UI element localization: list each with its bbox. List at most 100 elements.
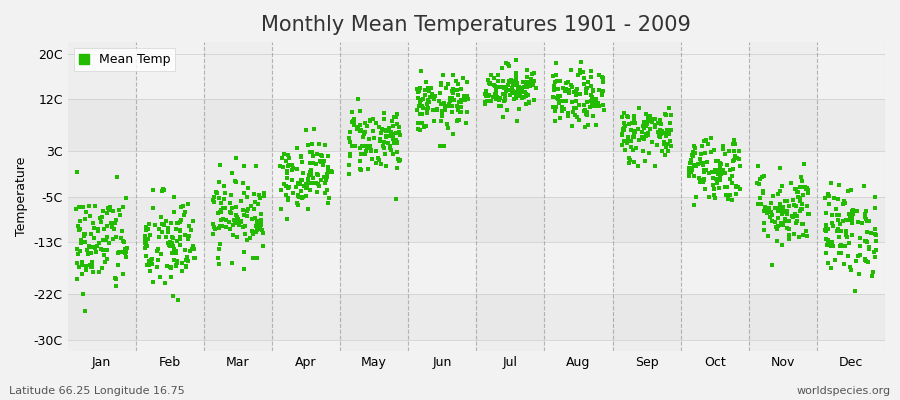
Point bbox=[758, 204, 772, 210]
Point bbox=[632, 136, 646, 143]
Point bbox=[822, 237, 836, 244]
Point bbox=[109, 276, 123, 283]
Point bbox=[770, 191, 785, 197]
Point bbox=[502, 78, 517, 84]
Point bbox=[586, 113, 600, 120]
Point bbox=[837, 261, 851, 267]
Point bbox=[437, 104, 452, 111]
Point bbox=[451, 117, 465, 123]
Point bbox=[415, 103, 429, 110]
Point bbox=[503, 92, 517, 98]
Point bbox=[165, 240, 179, 246]
Point bbox=[166, 257, 181, 263]
Point bbox=[290, 145, 304, 151]
Point bbox=[579, 90, 593, 96]
Point bbox=[169, 260, 184, 266]
Point bbox=[685, 152, 699, 158]
Point bbox=[640, 121, 654, 127]
Point bbox=[310, 151, 325, 157]
Point bbox=[653, 130, 668, 137]
Point bbox=[392, 124, 407, 130]
Point bbox=[512, 84, 526, 90]
Point bbox=[801, 211, 815, 218]
Point bbox=[658, 152, 672, 158]
Point bbox=[660, 127, 674, 134]
Point bbox=[427, 118, 441, 125]
Point bbox=[319, 190, 333, 196]
Point bbox=[94, 219, 109, 226]
Point bbox=[109, 282, 123, 289]
Point bbox=[616, 126, 631, 132]
Point bbox=[635, 135, 650, 141]
Point bbox=[377, 110, 392, 116]
Point bbox=[556, 97, 571, 104]
Point bbox=[566, 108, 580, 115]
Point bbox=[140, 242, 154, 249]
Point bbox=[836, 243, 850, 249]
Point bbox=[773, 187, 788, 194]
Point bbox=[87, 203, 102, 210]
Point bbox=[231, 220, 246, 226]
Point bbox=[585, 94, 599, 100]
Point bbox=[631, 163, 645, 170]
Point bbox=[345, 119, 359, 125]
Point bbox=[95, 247, 110, 253]
Point bbox=[146, 187, 160, 194]
Point bbox=[391, 139, 405, 146]
Point bbox=[281, 163, 295, 169]
Bar bbox=[68, 42, 136, 351]
Point bbox=[382, 142, 397, 149]
Point bbox=[155, 221, 169, 228]
Point bbox=[284, 177, 299, 183]
Point bbox=[562, 90, 576, 96]
Point bbox=[106, 208, 121, 214]
Point bbox=[725, 140, 740, 147]
Point bbox=[775, 208, 789, 214]
Point bbox=[728, 141, 742, 147]
Point bbox=[441, 80, 455, 87]
Point bbox=[386, 114, 400, 120]
Point bbox=[760, 210, 775, 216]
Point bbox=[167, 194, 182, 200]
Point bbox=[841, 253, 855, 259]
Point bbox=[449, 87, 464, 93]
Point bbox=[97, 252, 112, 258]
Point bbox=[280, 167, 294, 174]
Point bbox=[498, 97, 512, 104]
Point bbox=[779, 210, 794, 217]
Point bbox=[500, 84, 514, 90]
Point bbox=[108, 220, 122, 226]
Point bbox=[861, 244, 876, 250]
Point bbox=[782, 203, 796, 210]
Point bbox=[108, 233, 122, 240]
Point bbox=[490, 84, 504, 90]
Point bbox=[186, 255, 201, 262]
Point bbox=[416, 104, 430, 111]
Point bbox=[449, 78, 464, 84]
Point bbox=[724, 192, 738, 198]
Point bbox=[561, 79, 575, 85]
Point bbox=[448, 86, 463, 93]
Point bbox=[138, 233, 152, 240]
Point bbox=[445, 88, 459, 94]
Point bbox=[616, 126, 631, 133]
Point bbox=[435, 113, 449, 119]
Point bbox=[70, 260, 85, 266]
Point bbox=[443, 95, 457, 102]
Point bbox=[833, 250, 848, 256]
Point bbox=[238, 231, 252, 238]
Point bbox=[354, 127, 368, 133]
Point bbox=[754, 174, 769, 180]
Point bbox=[446, 72, 460, 78]
Point bbox=[497, 84, 511, 91]
Point bbox=[596, 75, 610, 81]
Point bbox=[450, 81, 464, 87]
Point bbox=[494, 103, 508, 110]
Bar bbox=[136, 42, 203, 351]
Bar bbox=[408, 42, 476, 351]
Point bbox=[832, 250, 847, 257]
Point bbox=[169, 226, 184, 232]
Point bbox=[698, 167, 712, 174]
Point bbox=[382, 125, 396, 132]
Point bbox=[254, 222, 268, 228]
